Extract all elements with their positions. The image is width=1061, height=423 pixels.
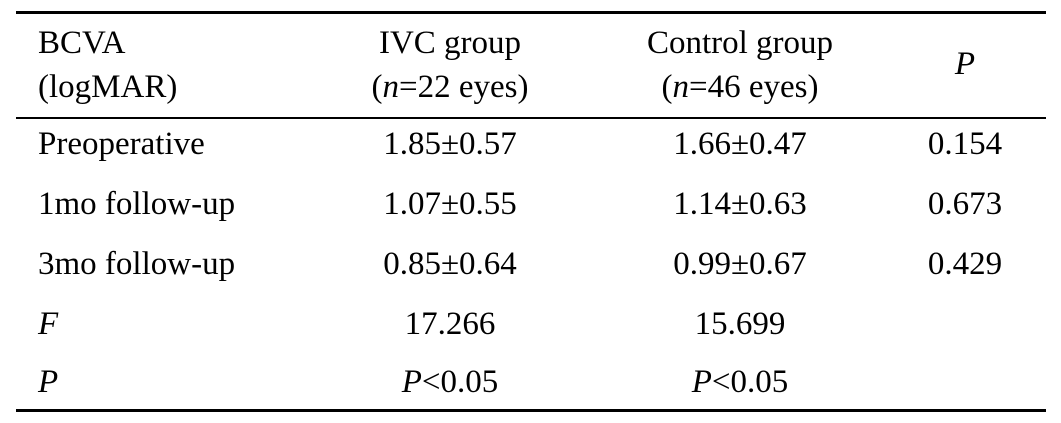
row-label-p: P: [38, 364, 59, 400]
header-bcva-unit: (logMAR): [38, 69, 178, 105]
cell-control-p-symbol: P: [691, 364, 712, 400]
cell-p-3mo: 0.429: [927, 246, 1003, 282]
header-ivc-group: IVC group: [378, 25, 522, 61]
header-control-n: (n=46 eyes): [595, 67, 885, 107]
cell-p-1mo: 0.673: [927, 186, 1003, 222]
cell-ivc-p-value: <0.05: [421, 364, 499, 400]
cell-control-p-value: <0.05: [711, 364, 789, 400]
row-label-1mo: 1mo follow-up: [38, 186, 236, 222]
header-control-n-symbol: n: [672, 69, 690, 105]
cell-p-preoperative: 0.154: [927, 126, 1003, 162]
header-ivc-n-symbol: n: [382, 69, 400, 105]
cell-ivc-f: 17.266: [404, 306, 496, 342]
cell-control-p: P<0.05: [595, 362, 885, 402]
table-header-rule: [16, 117, 1046, 119]
cell-control-f: 15.699: [694, 306, 786, 342]
cell-ivc-p: P<0.05: [310, 362, 590, 402]
cell-control-1mo: 1.14±0.63: [673, 186, 807, 222]
cell-ivc-p-symbol: P: [401, 364, 422, 400]
header-control-group: Control group: [646, 25, 834, 61]
row-label-preoperative: Preoperative: [38, 126, 205, 162]
cell-ivc-preoperative: 1.85±0.57: [383, 126, 517, 162]
row-label-3mo: 3mo follow-up: [38, 246, 236, 282]
cell-ivc-1mo: 1.07±0.55: [383, 186, 517, 222]
header-ivc-open-paren: (: [371, 69, 383, 105]
header-control-n-value: =46 eyes): [689, 69, 819, 105]
header-control-open-paren: (: [661, 69, 673, 105]
cell-control-3mo: 0.99±0.67: [673, 246, 807, 282]
table-bottom-rule: [16, 409, 1046, 412]
header-p: P: [954, 46, 976, 82]
header-ivc-n: (n=22 eyes): [310, 67, 590, 107]
cell-control-preoperative: 1.66±0.47: [673, 126, 807, 162]
table-top-rule: [16, 11, 1046, 14]
cell-ivc-3mo: 0.85±0.64: [383, 246, 517, 282]
header-ivc-n-value: =22 eyes): [399, 69, 529, 105]
row-label-f: F: [38, 306, 59, 342]
header-bcva: BCVA: [38, 25, 126, 61]
